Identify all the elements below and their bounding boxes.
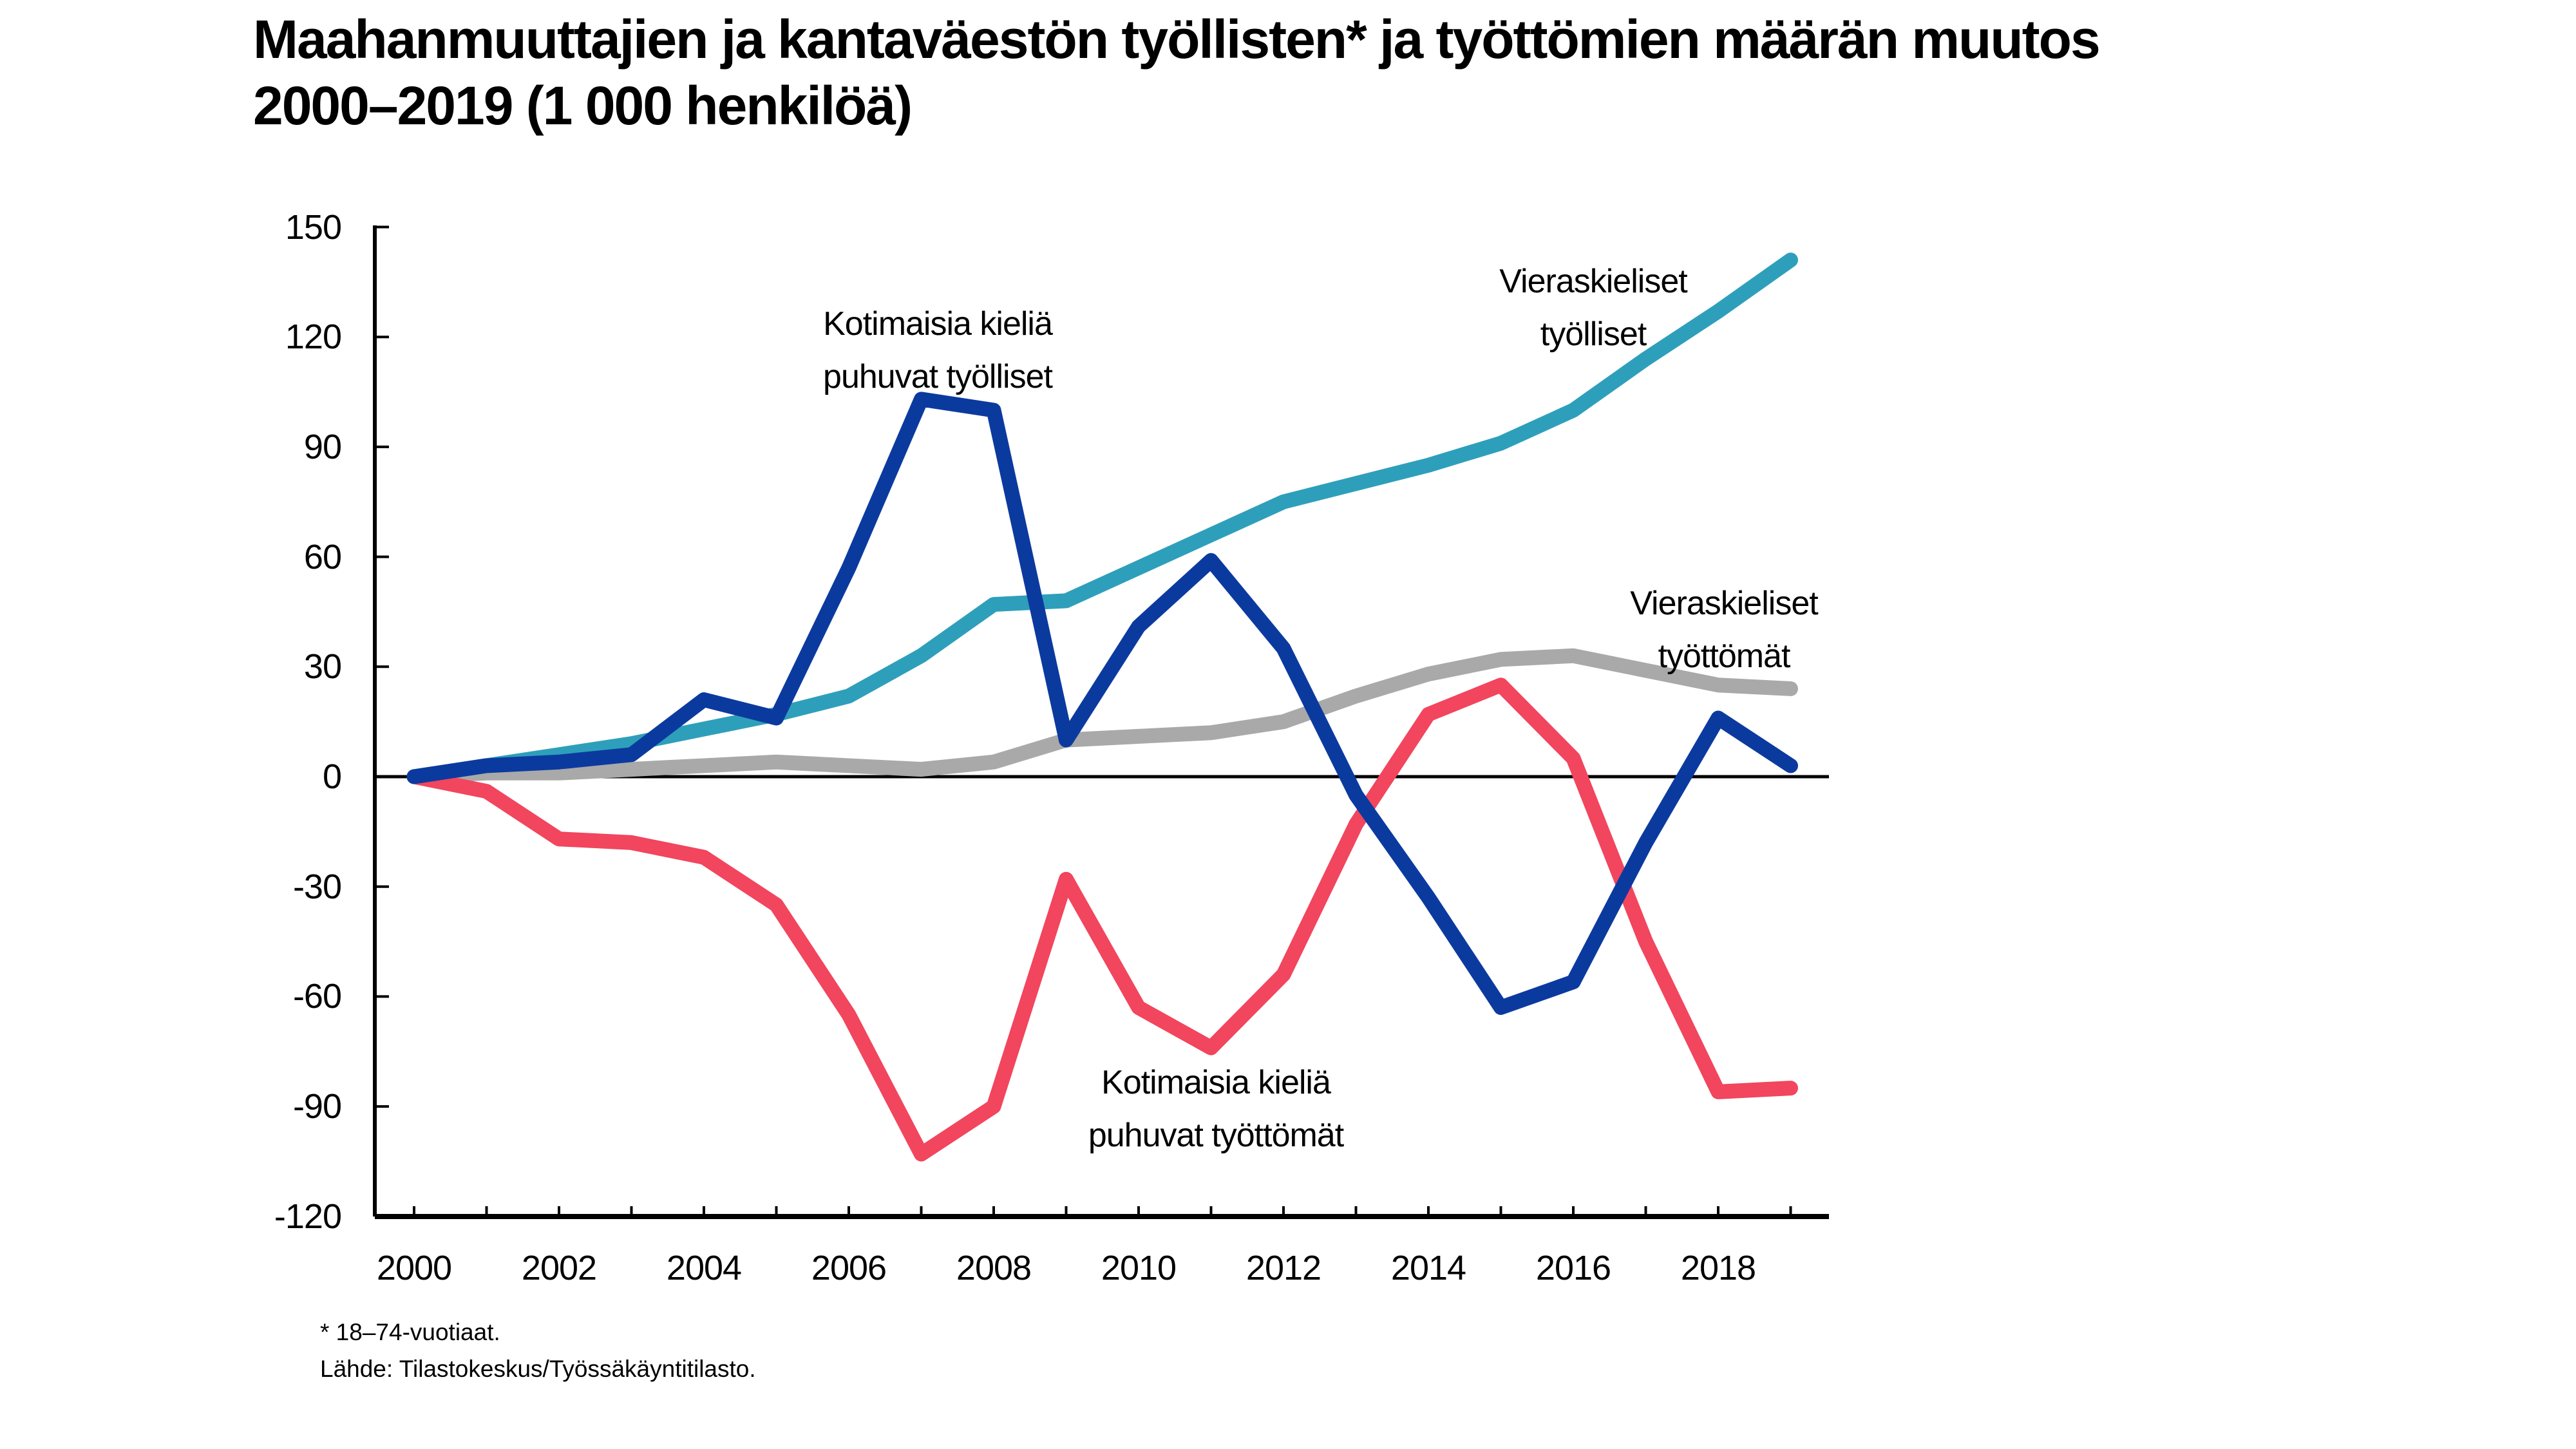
series-label-line: Vieraskieliset	[1630, 585, 1818, 622]
x-axis-label: 2012	[1245, 1249, 1321, 1287]
line-kotimaiset-tyottomat	[406, 677, 1798, 1162]
y-axis-label: 0	[322, 757, 342, 796]
series-label-vieraskieliset-tyottomat: Vieraskieliset työttömät	[1434, 577, 2014, 683]
y-axis-label: -30	[292, 867, 342, 906]
y-axis-label: -120	[274, 1197, 342, 1236]
x-axis-label: 2002	[521, 1249, 597, 1287]
series-label-line: työttömät	[1658, 638, 1791, 675]
series-label-kotimaiset-tyottomat: Kotimaisia kieliä puhuvat työttömät	[926, 1056, 1506, 1162]
y-axis-label: 30	[303, 647, 342, 687]
y-axis-label: -60	[292, 977, 342, 1016]
y-axis-label: 90	[303, 427, 342, 466]
x-axis-label: 2016	[1535, 1249, 1611, 1287]
series-label-line: Kotimaisia kieliä	[823, 305, 1053, 343]
series-label-line: Kotimaisia kieliä	[1101, 1064, 1331, 1101]
footnote-asterisk: * 18–74-vuotiaat.	[320, 1319, 500, 1345]
series-label-line: Vieraskieliset	[1499, 263, 1687, 300]
footnotes: * 18–74-vuotiaat. Lähde: Tilastokeskus/T…	[320, 1314, 756, 1387]
title-line-2: 2000–2019 (1 000 henkilöä)	[253, 75, 913, 136]
series-label-line: puhuvat työlliset	[823, 358, 1053, 395]
x-axis-label: 2006	[811, 1249, 887, 1287]
x-axis-label: 2004	[666, 1249, 742, 1287]
series-label-line: puhuvat työttömät	[1088, 1117, 1344, 1154]
line-vieraskieliset-tyottomat	[406, 648, 1798, 784]
title-line-1: Maahanmuuttajien ja kantaväestön työllis…	[253, 9, 2101, 70]
footnote-source: Lähde: Tilastokeskus/Työssäkäyntitilasto…	[320, 1356, 756, 1382]
series-label-vieraskieliset-tyolliset: Vieraskieliset työlliset	[1303, 255, 1883, 361]
x-axis-label: 2008	[956, 1249, 1032, 1287]
x-axis-label: 2010	[1101, 1249, 1177, 1287]
x-axis-label: 2018	[1680, 1249, 1756, 1287]
line-kotimaiset-tyolliset	[406, 392, 1798, 1015]
y-axis-label: 150	[285, 207, 342, 247]
series-label-line: työlliset	[1540, 316, 1647, 353]
y-axis-label: -90	[292, 1087, 342, 1126]
x-axis-label: 2000	[376, 1249, 452, 1287]
page-title: Maahanmuuttajien ja kantaväestön työllis…	[253, 6, 2101, 139]
series-label-kotimaiset-tyolliset: Kotimaisia kieliä puhuvat työlliset	[648, 298, 1227, 403]
y-axis-label: 120	[285, 317, 342, 357]
y-axis-label: 60	[303, 537, 342, 576]
x-axis-label: 2014	[1390, 1249, 1466, 1287]
